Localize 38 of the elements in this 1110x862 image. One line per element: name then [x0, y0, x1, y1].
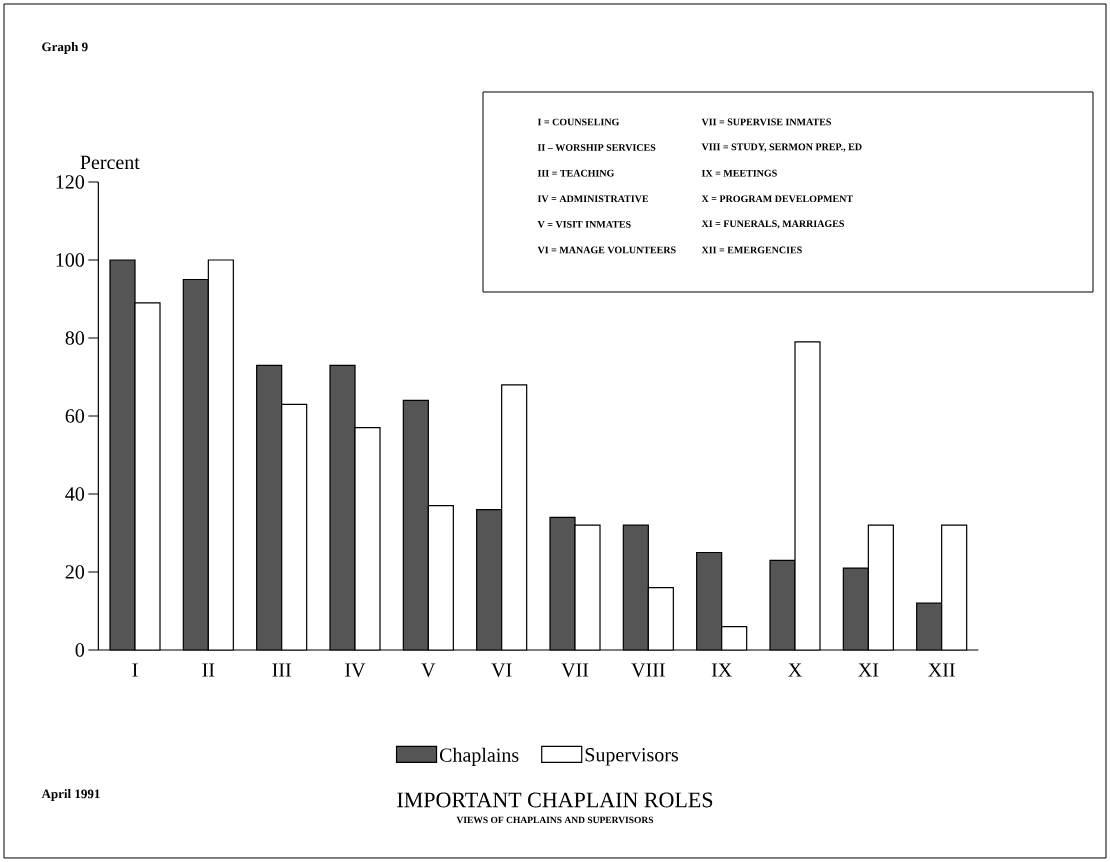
annotation: IV = ADMINISTRATIVE — [537, 195, 649, 203]
annotation: V = VISIT INMATES — [537, 221, 631, 228]
x-tick-label: X — [788, 663, 802, 677]
text: II – WORSHIP SERVICES — [537, 144, 656, 151]
caption: Graph 9 — [42, 42, 88, 54]
text: VIEWS OF CHAPLAINS AND SUPERVISORS — [456, 816, 654, 824]
x-tick-label: IX — [711, 663, 732, 677]
text: VII = SUPERVISE INMATES — [701, 118, 831, 126]
x-tick-label: II — [202, 663, 215, 677]
text: III = TEACHING — [537, 169, 615, 177]
annotation: X = PROGRAM DEVELOPMENT — [701, 195, 853, 203]
x-tick-label: VI — [491, 663, 512, 677]
text: April 1991 — [41, 789, 100, 801]
x-tick-label: V — [421, 663, 436, 677]
y-tick-label: 60 — [65, 409, 85, 423]
text: IMPORTANT CHAPLAIN ROLES — [397, 792, 713, 808]
legend-label: Chaplains — [439, 747, 519, 766]
x-tick-label: I — [132, 663, 138, 677]
x-tick-label: VII — [561, 663, 589, 677]
x-tick-label: VIII — [631, 663, 665, 677]
y-tick-label: 0 — [75, 643, 85, 657]
x-tick-label: XI — [858, 663, 879, 677]
text: I = COUNSELING — [537, 118, 620, 126]
annotation: VI = MANAGE VOLUNTEERS — [537, 246, 676, 254]
text: VIII = STUDY, SERMON PREP., ED — [701, 143, 862, 152]
y-tick-label: 40 — [65, 487, 85, 501]
y-tick-label: 80 — [65, 331, 85, 345]
x-tick-label: III — [272, 663, 291, 677]
annotation: XII = EMERGENCIES — [701, 246, 802, 254]
y-tick-label: 100 — [56, 253, 85, 267]
text: IX = MEETINGS — [701, 169, 777, 177]
legend-label: Supervisors — [585, 748, 679, 766]
annotation: XI = FUNERALS, MARRIAGES — [701, 220, 845, 229]
x-tick-label: XII — [928, 663, 955, 677]
y-axis-title: Percent — [80, 155, 140, 170]
x-tick-label: IV — [345, 663, 366, 677]
y-tick-label: 120 — [56, 175, 85, 189]
y-tick-label: 20 — [65, 565, 85, 579]
